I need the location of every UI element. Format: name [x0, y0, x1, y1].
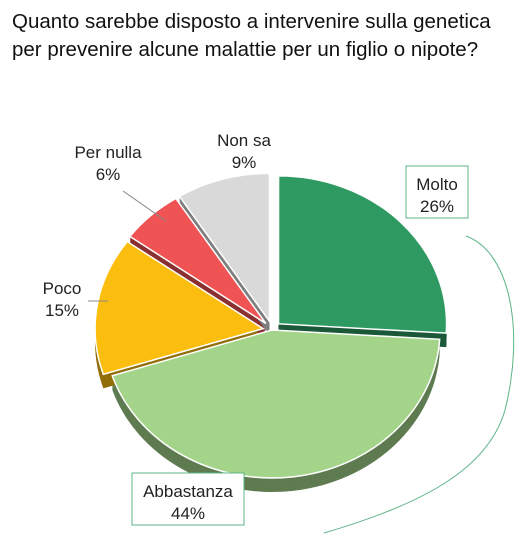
pie-slice-per-nulla: [128, 197, 267, 325]
slice-value-molto: 26%: [420, 197, 454, 216]
label-box-abbastanza: [131, 472, 245, 526]
pie-labels: Molto 26% Abbastanza 44% Poco 15% Per nulla 6% N…: [43, 131, 469, 526]
pie-leader-lines: [88, 190, 515, 534]
slice-label-per-nulla: Per nulla: [74, 143, 142, 162]
pie-slice-abbastanza: [111, 329, 441, 479]
label-box-molto: [405, 165, 469, 219]
slice-value-abbastanza: 44%: [171, 504, 205, 523]
leader-line-molto: [323, 235, 515, 534]
slice-label-non-sa: Non sa: [217, 131, 271, 150]
slice-value-non-sa: 9%: [232, 153, 257, 172]
pie-slice-non-sa: [178, 172, 271, 324]
slice-label-abbastanza: Abbastanza: [143, 482, 233, 501]
chart-title: Quanto sarebbe disposto a intervenire su…: [12, 10, 491, 61]
slice-label-molto: Molto: [416, 175, 458, 194]
slice-value-per-nulla: 6%: [96, 165, 121, 184]
slice-label-poco: Poco: [43, 279, 82, 298]
pie-top-layer: [94, 172, 448, 479]
leader-line-per-nulla: [122, 190, 167, 222]
slice-value-poco: 15%: [45, 301, 79, 320]
pie-slice-poco: [94, 240, 265, 376]
pie-slice-molto: [277, 175, 448, 334]
